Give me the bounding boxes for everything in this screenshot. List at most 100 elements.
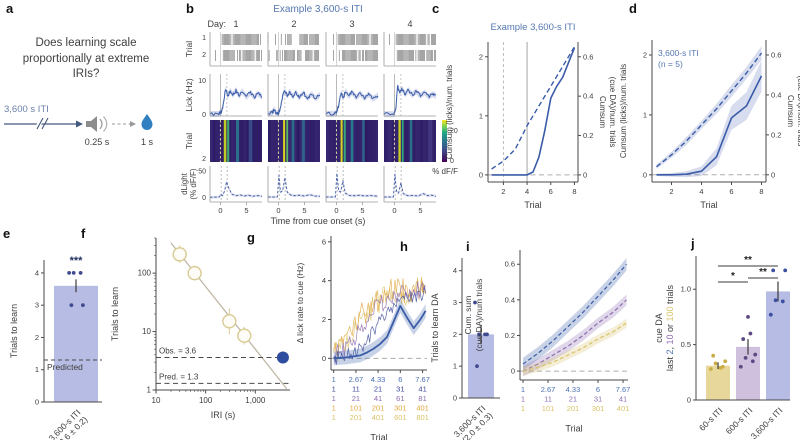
svg-text:301: 301	[592, 404, 605, 413]
svg-text:20: 20	[450, 128, 458, 135]
svg-text:11: 11	[352, 385, 360, 394]
panel_j-data-point	[723, 359, 728, 364]
svg-text:(cue DA)/num. trials: (cue DA)/num. trials	[608, 77, 617, 148]
svg-text:0: 0	[643, 170, 647, 179]
svg-text:1: 1	[332, 394, 336, 403]
svg-text:2.67: 2.67	[349, 375, 364, 384]
svg-text:0.4: 0.4	[505, 295, 515, 304]
panel_h-bar-0	[468, 334, 494, 398]
svg-text:21: 21	[569, 395, 577, 404]
svg-text:1: 1	[147, 386, 152, 395]
svg-text:2: 2	[643, 50, 647, 59]
svg-text:Trial: Trial	[184, 133, 194, 149]
svg-text:Δ lick rate to cue (Hz): Δ lick rate to cue (Hz)	[295, 262, 305, 343]
svg-text:4: 4	[35, 268, 39, 277]
svg-text:2: 2	[453, 330, 457, 339]
svg-text:Example 3,600-s ITI: Example 3,600-s ITI	[273, 4, 362, 15]
svg-text:0: 0	[687, 396, 691, 405]
panel_d-series-0	[656, 75, 763, 176]
svg-text:Trial: Trial	[184, 41, 194, 57]
svg-text:101: 101	[542, 404, 555, 413]
svg-text:0: 0	[392, 206, 396, 215]
panel_c-series-1	[491, 46, 576, 170]
svg-text:401: 401	[617, 404, 630, 413]
svg-text:0.6: 0.6	[505, 260, 515, 269]
svg-text:401: 401	[372, 413, 385, 422]
svg-text:11: 11	[544, 395, 552, 404]
svg-text:10: 10	[152, 396, 161, 405]
svg-text:201: 201	[372, 404, 385, 413]
svg-text:5: 5	[360, 206, 364, 215]
panel_i-plot: 00.20.40.61 2.67 4.33 6 7.671 11 21 31 411 101 201…	[463, 250, 630, 434]
svg-text:41: 41	[374, 394, 382, 403]
svg-text:0: 0	[511, 367, 515, 376]
svg-text:31: 31	[594, 395, 602, 404]
svg-text:Trial: Trial	[565, 424, 582, 434]
panel_j-data-point	[753, 352, 758, 357]
svg-text:0.25 s: 0.25 s	[85, 137, 110, 147]
colorbar	[442, 120, 447, 162]
panel_h-data-point	[475, 364, 479, 369]
svg-text:IRI (s): IRI (s)	[211, 410, 236, 420]
svg-text:4: 4	[699, 187, 703, 196]
svg-text:8: 8	[759, 187, 763, 196]
iri-open-point	[237, 328, 252, 343]
panel_h-data-point	[477, 332, 481, 337]
svg-text:3,600-s ITI: 3,600-s ITI	[658, 48, 699, 58]
panel_j-data-point	[768, 312, 773, 317]
svg-text:1: 1	[332, 413, 336, 422]
panel_j-data-point	[741, 337, 746, 341]
panel_j-data-point	[743, 356, 748, 360]
svg-text:Trial: Trial	[370, 433, 387, 440]
svg-text:60-s ITI: 60-s ITI	[697, 405, 724, 432]
svg-text:801: 801	[416, 413, 429, 422]
panel_d-plot: 0 1 2 0 0.2 0.4 0.6 2 4 6 8 Trial Cumsum (licks)/num…	[619, 40, 800, 210]
svg-text:8: 8	[572, 187, 576, 196]
svg-text:1: 1	[332, 404, 336, 413]
svg-text:Trial: Trial	[524, 200, 541, 210]
svg-text:Cumsum (licks)/num. trials: Cumsum (licks)/num. trials	[619, 64, 628, 158]
svg-text:***: ***	[70, 255, 84, 267]
svg-text:101: 101	[350, 404, 363, 413]
panel-label-h: h	[400, 239, 408, 254]
svg-text:0: 0	[334, 206, 338, 215]
svg-text:100: 100	[138, 269, 152, 278]
svg-text:0.5: 0.5	[681, 340, 691, 349]
svg-text:2: 2	[35, 333, 39, 342]
svg-text:Pred. = 1.3: Pred. = 1.3	[159, 372, 199, 381]
panel-label-f: f	[81, 226, 86, 241]
svg-text:6: 6	[398, 375, 402, 384]
panel-label-a: a	[6, 1, 14, 16]
svg-text:41: 41	[619, 395, 627, 404]
svg-text:1: 1	[332, 385, 336, 394]
svg-text:Predicted: Predicted	[47, 362, 83, 372]
svg-text:31: 31	[396, 385, 404, 394]
panel_c-series-0	[491, 47, 576, 176]
panel_d-series-1	[656, 52, 763, 168]
panel-label-i: i	[466, 239, 470, 254]
svg-text:0: 0	[322, 354, 326, 363]
svg-text:2.67: 2.67	[541, 385, 556, 394]
svg-text:0: 0	[583, 170, 587, 179]
svg-text:(n = 5): (n = 5)	[658, 59, 683, 69]
svg-text:3: 3	[453, 298, 457, 307]
svg-text:2: 2	[501, 187, 505, 196]
panel-label-g: g	[247, 230, 255, 245]
svg-text:Cumsum (licks)/num. trials: Cumsum (licks)/num. trials	[445, 65, 454, 159]
panel_e-bar-0	[54, 285, 98, 402]
svg-text:0: 0	[453, 394, 457, 403]
svg-text:5: 5	[244, 206, 248, 215]
trial-schematic: 3,600 s ITI 0.25 s 1 s	[4, 104, 153, 147]
svg-text:0: 0	[35, 398, 39, 407]
svg-text:1: 1	[643, 110, 647, 119]
svg-text:0: 0	[771, 170, 775, 179]
svg-text:0: 0	[276, 206, 280, 215]
research-question: Does learning scale proportionally at ex…	[22, 37, 150, 81]
svg-text:0: 0	[218, 206, 222, 215]
water-drop-icon	[141, 114, 153, 130]
panel_j-data-point	[713, 361, 718, 366]
